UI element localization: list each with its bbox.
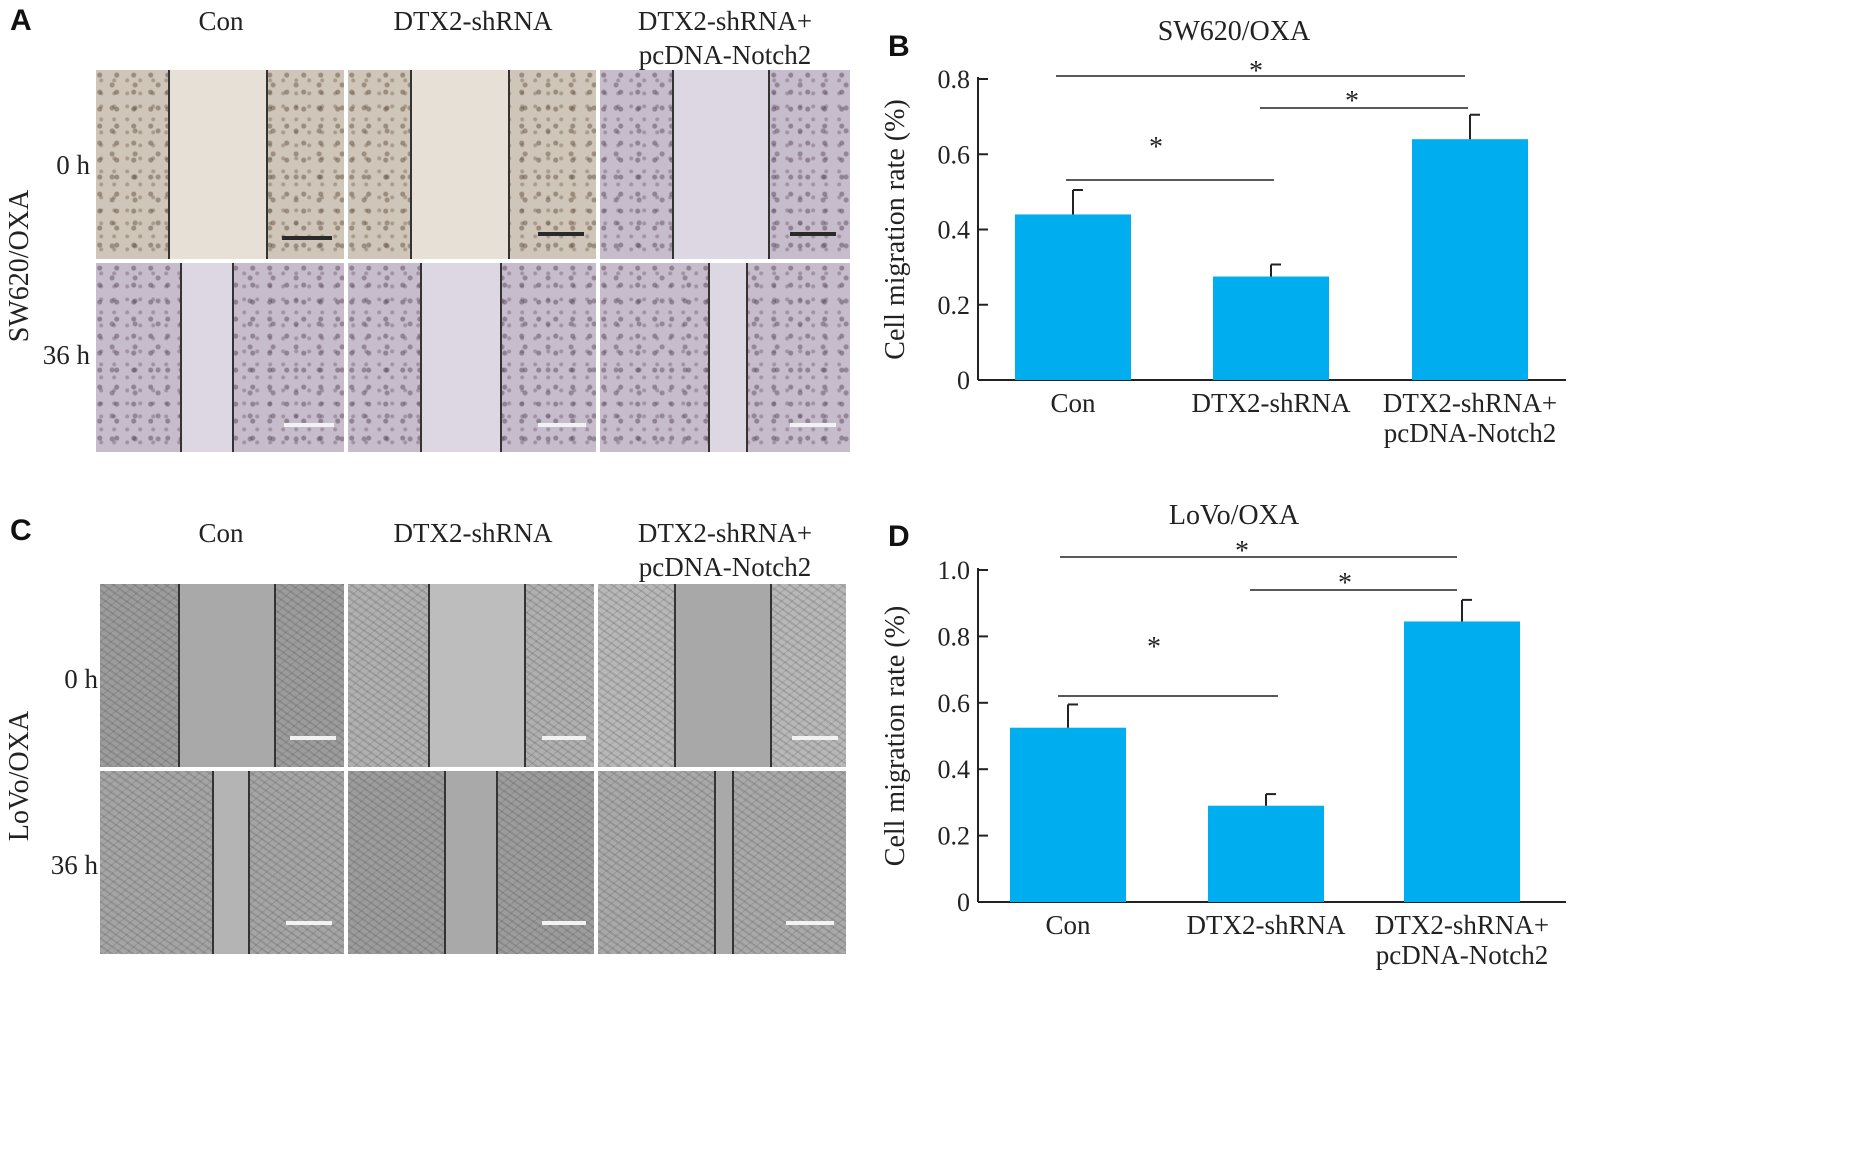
chart-d-bar-1 — [1208, 805, 1324, 902]
panel-c-row-0h: 0 h — [64, 664, 98, 694]
panel-letter-a: A — [10, 4, 32, 37]
panel-letter-d: D — [888, 520, 910, 553]
chart-d-x-tick-label-0-0: Con — [1045, 910, 1091, 940]
chart-d-y-tick-label-2: 0.4 — [938, 755, 971, 784]
wound-image-c-notch2-0h — [598, 584, 846, 767]
migration-chart-lovo: LoVo/OXA Cell migration rate (%) 0 0.2 0.4 0.… — [880, 500, 1566, 970]
panel-c-col-shrna-notch2: DTX2-shRNA+ pcDNA-Notch2 — [637, 518, 813, 582]
panel-letter-c: C — [10, 514, 32, 547]
chart-d-sig-star-0: * — [1235, 536, 1249, 567]
wound-image-c-notch2-36h — [598, 771, 846, 954]
chart-b-bar-2 — [1412, 139, 1528, 380]
chart-b-sig-star-1: * — [1345, 86, 1359, 117]
chart-b-x-tick-label-0-0: Con — [1050, 388, 1096, 418]
panel-a-row-0h: 0 h — [56, 150, 90, 180]
chart-b-x-tick-label-1-0: DTX2-shRNA — [1192, 388, 1351, 418]
chart-d-sig-star-1: * — [1338, 568, 1352, 599]
wound-image-c-con-36h — [100, 771, 344, 954]
panel-a-col-con: Con — [198, 6, 244, 36]
chart-d-x-tick-label-2-0: DTX2-shRNA+ — [1375, 910, 1549, 940]
chart-d-bar-0 — [1010, 727, 1126, 902]
chart-b-x-tick-label-2-0: DTX2-shRNA+ — [1383, 388, 1557, 418]
panel-a-row-36h: 36 h — [42, 340, 90, 370]
panel-c-row-36h: 36 h — [50, 850, 98, 880]
wound-image-a-shrna-0h — [348, 70, 596, 259]
chart-b-y-tick-label-2: 0.4 — [938, 216, 971, 245]
wound-image-c-con-0h — [100, 584, 344, 767]
chart-b-y-tick-label-0: 0 — [957, 366, 970, 395]
chart-b-y-tick-label-1: 0.2 — [938, 291, 971, 320]
chart-b-y-tick-label-3: 0.6 — [938, 140, 971, 169]
chart-b-y-tick-label-4: 0.8 — [938, 65, 971, 94]
chart-d-y-tick-label-0: 0 — [957, 888, 970, 917]
migration-chart-sw620: SW620/OXA Cell migration rate (%) 0 0.2 0.4 0… — [880, 16, 1566, 448]
chart-d-chart-title: LoVo/OXA — [1169, 500, 1300, 531]
wound-image-a-con-0h — [96, 70, 344, 259]
chart-b-bar-0 — [1015, 214, 1131, 380]
chart-b-x-tick-label-2-1: pcDNA-Notch2 — [1384, 418, 1556, 448]
chart-d-bar-2 — [1404, 621, 1520, 902]
chart-d-y-axis-label: Cell migration rate (%) — [880, 606, 911, 866]
chart-d-y-tick-label-5: 1.0 — [938, 556, 971, 585]
chart-d-y-tick-label-1: 0.2 — [938, 822, 971, 851]
chart-d-y-tick-label-4: 0.8 — [938, 622, 971, 651]
panel-a-col-shrna: DTX2-shRNA — [393, 6, 553, 36]
panel-letter-b: B — [888, 30, 910, 63]
wound-image-a-notch2-36h — [600, 263, 850, 452]
wound-image-c-shrna-36h — [348, 771, 594, 954]
panel-c-col-shrna: DTX2-shRNA — [393, 518, 553, 548]
chart-b-sig-star-2: * — [1149, 132, 1163, 163]
chart-d-sig-star-2: * — [1147, 632, 1161, 663]
wound-image-a-notch2-0h — [600, 70, 850, 259]
chart-d-x-tick-label-1-0: DTX2-shRNA — [1187, 910, 1346, 940]
wound-image-a-shrna-36h — [348, 263, 596, 452]
chart-b-bar-1 — [1213, 276, 1329, 380]
chart-b-sig-star-0: * — [1249, 56, 1263, 87]
wound-image-a-con-36h — [96, 263, 344, 452]
chart-b-chart-title: SW620/OXA — [1158, 16, 1311, 47]
chart-b-y-axis-label: Cell migration rate (%) — [880, 99, 911, 359]
panel-c-col-con: Con — [198, 518, 244, 548]
panel-a-col-shrna-notch2: DTX2-shRNA+ pcDNA-Notch2 — [637, 6, 813, 70]
wound-image-c-shrna-0h — [348, 584, 594, 767]
chart-d-y-tick-label-3: 0.6 — [938, 689, 971, 718]
chart-d-x-tick-label-2-1: pcDNA-Notch2 — [1376, 940, 1548, 970]
